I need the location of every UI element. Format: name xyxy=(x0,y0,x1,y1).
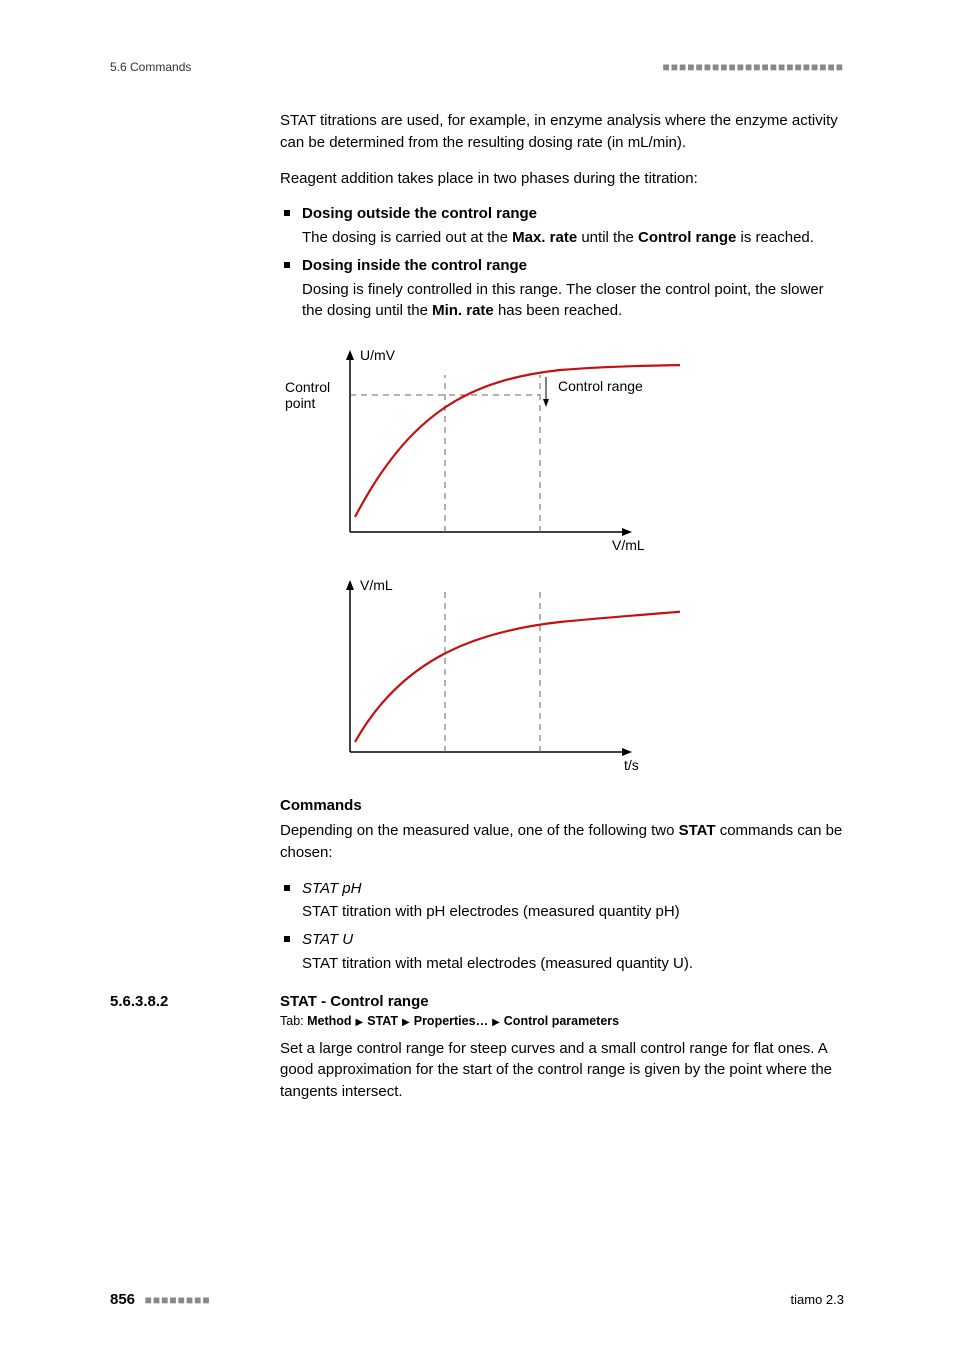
section-number: 5.6.3.8.2 xyxy=(110,993,238,1010)
footer-decor: ■■■■■■■■ xyxy=(145,1293,211,1307)
list-item-body: The dosing is carried out at the Max. ra… xyxy=(302,227,844,249)
list-item-title: Dosing inside the control range xyxy=(302,257,527,274)
list-item: STAT U STAT titration with metal electro… xyxy=(280,929,844,975)
stat-name: STAT U xyxy=(302,931,353,948)
diagram-svg: U/mV V/mL Controlpoint Control range V/mL t/s xyxy=(280,332,680,782)
list-item-title: Dosing outside the control range xyxy=(302,205,537,222)
reagent-paragraph: Reagent addition takes place in two phas… xyxy=(280,168,844,190)
list-item: Dosing outside the control range The dos… xyxy=(280,203,844,249)
svg-text:point: point xyxy=(285,395,315,411)
svg-text:Control range: Control range xyxy=(558,378,643,394)
svg-text:U/mV: U/mV xyxy=(360,347,396,363)
stat-name: STAT pH xyxy=(302,880,361,897)
page-header: 5.6 Commands ■■■■■■■■■■■■■■■■■■■■■■ xyxy=(110,60,844,74)
body-column: STAT titrations are used, for example, i… xyxy=(280,110,844,975)
commands-paragraph: Depending on the measured value, one of … xyxy=(280,820,844,864)
stat-desc: STAT titration with pH electrodes (measu… xyxy=(302,901,844,923)
footer-right: tiamo 2.3 xyxy=(791,1292,844,1307)
page: 5.6 Commands ■■■■■■■■■■■■■■■■■■■■■■ STAT… xyxy=(0,0,954,1350)
page-footer: 856 ■■■■■■■■ tiamo 2.3 xyxy=(110,1291,844,1308)
list-item: STAT pH STAT titration with pH electrode… xyxy=(280,878,844,924)
svg-text:t/s: t/s xyxy=(624,757,639,773)
dosing-list: Dosing outside the control range The dos… xyxy=(280,203,844,322)
svg-text:V/mL: V/mL xyxy=(360,577,393,593)
intro-paragraph: STAT titrations are used, for example, i… xyxy=(280,110,844,154)
subsection-header: 5.6.3.8.2 STAT - Control range xyxy=(110,993,844,1010)
subsection-body: Tab: Method▶STAT▶Properties…▶Control par… xyxy=(280,1014,844,1103)
stat-command-list: STAT pH STAT titration with pH electrode… xyxy=(280,878,844,975)
footer-left: 856 ■■■■■■■■ xyxy=(110,1291,211,1308)
titration-diagram: U/mV V/mL Controlpoint Control range V/mL t/s xyxy=(280,332,844,787)
section-body: Set a large control range for steep curv… xyxy=(280,1038,844,1103)
commands-heading: Commands xyxy=(280,797,844,814)
list-item-body: Dosing is finely controlled in this rang… xyxy=(302,279,844,323)
stat-desc: STAT titration with metal electrodes (me… xyxy=(302,953,844,975)
svg-text:V/mL: V/mL xyxy=(612,537,645,553)
tab-path: Tab: Method▶STAT▶Properties…▶Control par… xyxy=(280,1014,844,1028)
section-title: STAT - Control range xyxy=(280,993,429,1010)
svg-text:Control: Control xyxy=(285,379,330,395)
header-decor: ■■■■■■■■■■■■■■■■■■■■■■ xyxy=(663,60,844,74)
list-item: Dosing inside the control range Dosing i… xyxy=(280,255,844,322)
page-number: 856 xyxy=(110,1291,135,1308)
header-breadcrumb: 5.6 Commands xyxy=(110,60,191,74)
